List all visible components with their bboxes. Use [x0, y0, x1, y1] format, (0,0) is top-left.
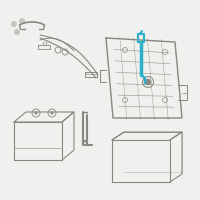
Circle shape	[50, 112, 54, 114]
Circle shape	[146, 79, 151, 84]
Circle shape	[16, 31, 18, 33]
Circle shape	[13, 23, 15, 25]
Circle shape	[35, 112, 38, 114]
Circle shape	[21, 20, 23, 22]
